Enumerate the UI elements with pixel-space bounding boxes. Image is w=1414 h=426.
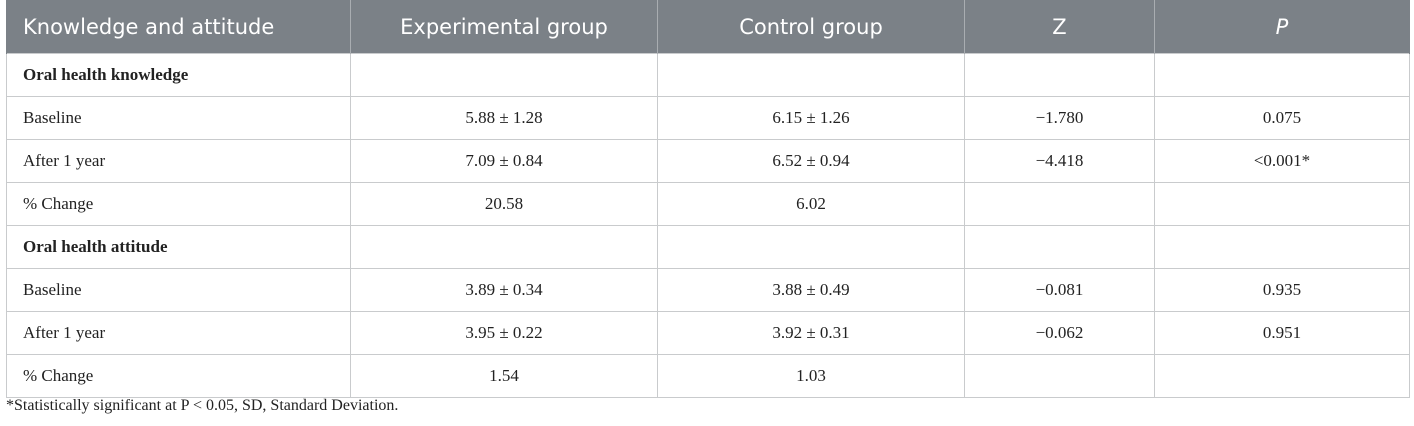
experimental-value: 5.88 ± 1.28 bbox=[350, 96, 658, 140]
p-value bbox=[1154, 354, 1410, 398]
control-value: 6.15 ± 1.26 bbox=[657, 96, 965, 140]
z-value bbox=[964, 354, 1155, 398]
p-value bbox=[1154, 182, 1410, 226]
section-row: Oral health attitude bbox=[6, 225, 1410, 269]
table-row: Baseline 5.88 ± 1.28 6.15 ± 1.26 −1.780 0.07… bbox=[6, 96, 1410, 140]
control-value: 6.52 ± 0.94 bbox=[657, 139, 965, 183]
table-footnote: *Statistically significant at P < 0.05, … bbox=[6, 397, 399, 414]
experimental-value: 1.54 bbox=[350, 354, 658, 398]
z-value: −0.081 bbox=[964, 268, 1155, 312]
control-value: 6.02 bbox=[657, 182, 965, 226]
table-row: After 1 year 7.09 ± 0.84 6.52 ± 0.94 −4.418… bbox=[6, 139, 1410, 183]
control-value: 3.92 ± 0.31 bbox=[657, 311, 965, 355]
p-value: 0.075 bbox=[1154, 96, 1410, 140]
experimental-value bbox=[350, 53, 658, 97]
header-control-group: Control group bbox=[657, 0, 965, 54]
section-row: Oral health knowledge bbox=[6, 53, 1410, 97]
table-header: Knowledge and attitude Experimental grou… bbox=[6, 0, 1410, 54]
header-row: Knowledge and attitude Experimental grou… bbox=[6, 0, 1410, 54]
p-value bbox=[1154, 53, 1410, 97]
table-row: % Change 20.58 6.02 bbox=[6, 182, 1410, 226]
table-row: After 1 year 3.95 ± 0.22 3.92 ± 0.31 −0.062… bbox=[6, 311, 1410, 355]
z-value bbox=[964, 182, 1155, 226]
experimental-value bbox=[350, 225, 658, 269]
z-value bbox=[964, 53, 1155, 97]
header-z: Z bbox=[964, 0, 1155, 54]
z-value: −0.062 bbox=[964, 311, 1155, 355]
table-body: Oral health knowledge Baseline 5.88 ± 1.28… bbox=[6, 53, 1410, 398]
p-value: 0.951 bbox=[1154, 311, 1410, 355]
results-table: Knowledge and attitude Experimental grou… bbox=[6, 0, 1410, 398]
row-label: % Change bbox=[6, 182, 351, 226]
z-value: −1.780 bbox=[964, 96, 1155, 140]
control-value: 3.88 ± 0.49 bbox=[657, 268, 965, 312]
results-table-container: Knowledge and attitude Experimental grou… bbox=[6, 0, 1410, 398]
row-label: % Change bbox=[6, 354, 351, 398]
p-value: <0.001* bbox=[1154, 139, 1410, 183]
experimental-value: 3.95 ± 0.22 bbox=[350, 311, 658, 355]
experimental-value: 7.09 ± 0.84 bbox=[350, 139, 658, 183]
p-value bbox=[1154, 225, 1410, 269]
table-row: Baseline 3.89 ± 0.34 3.88 ± 0.49 −0.081 0.93… bbox=[6, 268, 1410, 312]
row-label: Baseline bbox=[6, 96, 351, 140]
control-value bbox=[657, 225, 965, 269]
z-value bbox=[964, 225, 1155, 269]
row-label: Baseline bbox=[6, 268, 351, 312]
z-value: −4.418 bbox=[964, 139, 1155, 183]
experimental-value: 3.89 ± 0.34 bbox=[350, 268, 658, 312]
row-label: After 1 year bbox=[6, 311, 351, 355]
row-label: After 1 year bbox=[6, 139, 351, 183]
header-p: P bbox=[1154, 0, 1410, 54]
section-title: Oral health knowledge bbox=[6, 53, 351, 97]
control-value bbox=[657, 53, 965, 97]
header-knowledge-attitude: Knowledge and attitude bbox=[6, 0, 351, 54]
table-row: % Change 1.54 1.03 bbox=[6, 354, 1410, 398]
section-title: Oral health attitude bbox=[6, 225, 351, 269]
header-experimental-group: Experimental group bbox=[350, 0, 658, 54]
p-value: 0.935 bbox=[1154, 268, 1410, 312]
experimental-value: 20.58 bbox=[350, 182, 658, 226]
control-value: 1.03 bbox=[657, 354, 965, 398]
